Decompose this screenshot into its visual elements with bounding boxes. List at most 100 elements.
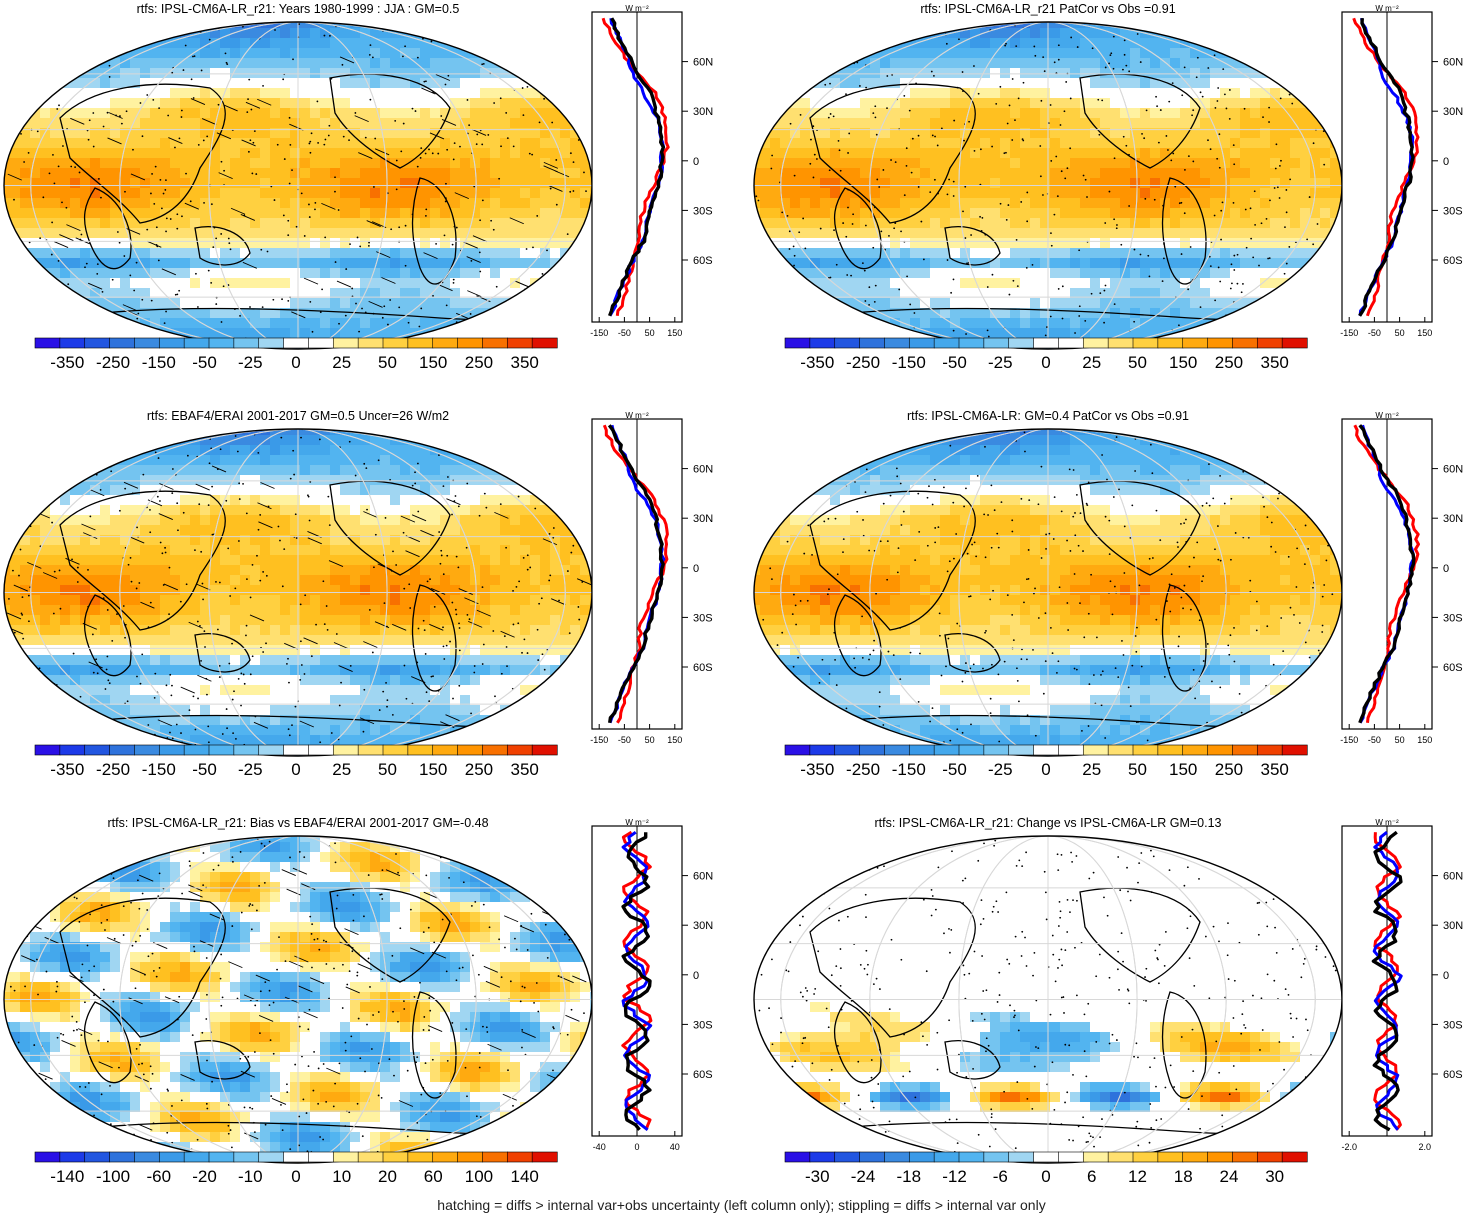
colorbar-label: 250 [1215, 760, 1243, 779]
zonal-xtick-label: 150 [1417, 328, 1432, 338]
colorbar-label: -250 [846, 760, 880, 779]
zonal-unit-label: W m⁻² [625, 818, 649, 827]
colorbar-label: 250 [465, 353, 493, 372]
map-projection [750, 18, 1346, 353]
colorbar-label: 140 [510, 1167, 538, 1186]
zonal-mean-plot: W m⁻² 60N 30N 0 30S 60S -150 -50 50 150 [1332, 4, 1482, 352]
colorbar: -30 -24 -18 -12 -6 0 6 12 18 24 30 [775, 1148, 1317, 1192]
lat-label: 60S [1443, 662, 1463, 674]
panel-title: rtfs: EBAF4/ERAI 2001-2017 GM=0.5 Uncer=… [146, 409, 450, 423]
zonal-xtick-label: -150 [590, 328, 608, 338]
zonal-xtick-label: -150 [1340, 735, 1358, 745]
colorbar-label: 50 [1128, 760, 1147, 779]
map-projection [0, 832, 596, 1167]
colorbar-label: 0 [291, 353, 300, 372]
panel-title: rtfs: IPSL-CM6A-LR_r21: Years 1980-1999 … [136, 2, 460, 16]
zonal-xtick-label: -50 [618, 328, 631, 338]
colorbar-label: -6 [993, 1167, 1008, 1186]
colorbar-label: 350 [1260, 353, 1288, 372]
lat-label: 60S [1443, 1069, 1463, 1081]
zonal-xtick-label: -50 [1368, 328, 1381, 338]
colorbar-label: 150 [1169, 760, 1197, 779]
colorbar-label: 350 [510, 353, 538, 372]
colorbar-label: -12 [942, 1167, 967, 1186]
colorbar-label: 25 [1082, 760, 1101, 779]
colorbar-label: 10 [332, 1167, 351, 1186]
colorbar-label: 50 [378, 760, 397, 779]
zonal-model-line [608, 17, 666, 317]
colorbar: -350 -250 -150 -50 -25 0 25 50 150 250 350 [775, 741, 1317, 785]
zonal-unit-label: W m⁻² [1375, 4, 1399, 13]
zonal-unit-label: W m⁻² [625, 4, 649, 13]
lat-label: 60S [693, 255, 713, 267]
lat-label: 30S [1443, 205, 1463, 217]
colorbar: -350 -250 -150 -50 -25 0 25 50 150 250 350 [775, 334, 1317, 378]
colorbar-label: 24 [1219, 1167, 1238, 1186]
zonal-xtick-label: 50 [645, 735, 655, 745]
lat-label: 0 [1443, 156, 1449, 168]
zonal-mean-plot: W m⁻² 60N 30N 0 30S 60S -150 -50 50 150 [582, 411, 732, 759]
lat-label: 30N [693, 513, 713, 525]
colorbar-label: 150 [419, 760, 447, 779]
lat-label: 30N [1443, 106, 1463, 118]
zonal-xtick-label: 0 [634, 1142, 639, 1152]
colorbar-label: 100 [465, 1167, 493, 1186]
lat-label: 60N [1443, 464, 1463, 476]
colorbar-label: -10 [238, 1167, 263, 1186]
colorbar-label: -20 [192, 1167, 217, 1186]
colorbar-label: 25 [332, 760, 351, 779]
zonal-xtick-label: 50 [1395, 735, 1405, 745]
colorbar-label: 60 [424, 1167, 443, 1186]
figure-panel: rtfs: IPSL-CM6A-LR_r21: Change vs IPSL-C… [750, 814, 1483, 1214]
colorbar: -140 -100 -60 -20 -10 0 10 20 60 100 140 [25, 1148, 567, 1192]
colorbar-label: 20 [378, 1167, 397, 1186]
zonal-mean-plot: W m⁻² 60N 30N 0 30S 60S -150 -50 50 150 [1332, 411, 1482, 759]
map-projection [750, 832, 1346, 1167]
colorbar-label: -25 [988, 353, 1013, 372]
lat-label: 30N [693, 920, 713, 932]
lat-label: 0 [693, 563, 699, 575]
lat-label: 30N [693, 106, 713, 118]
colorbar-label: 350 [510, 760, 538, 779]
lat-label: 30N [1443, 513, 1463, 525]
figure-panel: rtfs: IPSL-CM6A-LR: GM=0.4 PatCor vs Obs… [750, 407, 1483, 807]
colorbar-label: -250 [96, 353, 130, 372]
zonal-unit-label: W m⁻² [625, 411, 649, 420]
colorbar-label: -150 [892, 353, 926, 372]
colorbar-label: -350 [800, 760, 834, 779]
colorbar-label: 350 [1260, 760, 1288, 779]
colorbar-label: 250 [1215, 353, 1243, 372]
lat-label: 30S [693, 612, 713, 624]
colorbar-label: 0 [291, 1167, 300, 1186]
colorbar-label: -24 [851, 1167, 876, 1186]
lat-label: 30S [1443, 612, 1463, 624]
colorbar-label: -140 [50, 1167, 84, 1186]
lat-label: 60S [693, 662, 713, 674]
lat-label: 30S [1443, 1019, 1463, 1031]
figure-panel: rtfs: IPSL-CM6A-LR_r21 PatCor vs Obs =0.… [750, 0, 1483, 400]
colorbar-label: 0 [1041, 760, 1050, 779]
zonal-model-line [1358, 18, 1415, 317]
panel-title: rtfs: IPSL-CM6A-LR_r21: Change vs IPSL-C… [874, 816, 1222, 830]
map-projection [0, 425, 596, 760]
lat-label: 60N [693, 464, 713, 476]
lat-label: 0 [693, 970, 699, 982]
colorbar-label: -25 [238, 760, 263, 779]
zonal-unit-label: W m⁻² [1375, 818, 1399, 827]
colorbar-label: 0 [291, 760, 300, 779]
colorbar-label: -250 [96, 760, 130, 779]
zonal-model-line [1358, 424, 1416, 724]
zonal-xtick-label: 50 [645, 328, 655, 338]
panel-title: rtfs: IPSL-CM6A-LR_r21 PatCor vs Obs =0.… [920, 2, 1176, 16]
zonal-unit-label: W m⁻² [1375, 411, 1399, 420]
lat-label: 60N [693, 871, 713, 883]
colorbar-label: -50 [942, 353, 967, 372]
colorbar-label: -30 [805, 1167, 830, 1186]
colorbar-label: -350 [50, 353, 84, 372]
zonal-model-line [1371, 830, 1403, 1132]
zonal-xtick-label: 150 [667, 735, 682, 745]
colorbar-label: -25 [988, 760, 1013, 779]
colorbar-label: 150 [1169, 353, 1197, 372]
footnote: hatching = diffs > internal var+obs unce… [437, 1197, 1046, 1213]
lat-label: 0 [1443, 970, 1449, 982]
